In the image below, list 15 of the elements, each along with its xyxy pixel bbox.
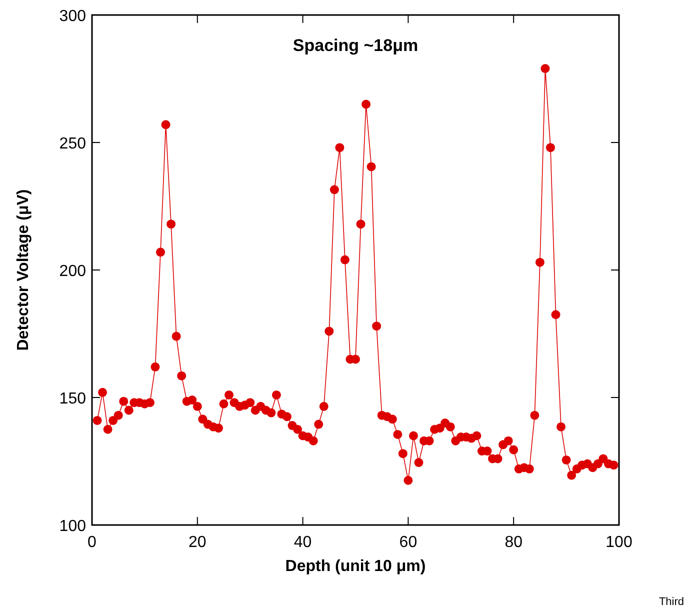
x-tick-label: 0 — [88, 534, 97, 551]
y-axis-title: Detector Voltage (μV) — [15, 189, 32, 351]
x-tick-label: 20 — [188, 534, 206, 551]
y-tick-label: 200 — [59, 263, 86, 280]
text: Spacing ~18μm — [292, 36, 418, 55]
x-axis-title: Depth (unit 10 μm) — [285, 558, 426, 575]
x-tick-label: 40 — [294, 534, 312, 551]
y-tick-label: 300 — [59, 8, 86, 25]
x-tick-label: 100 — [606, 534, 632, 551]
x-tick-label: 60 — [399, 534, 418, 551]
y-tick-label: 250 — [59, 136, 86, 152]
x-tick-label: 80 — [504, 534, 523, 551]
y-tick-label: 150 — [59, 390, 86, 408]
text: Third — [658, 596, 684, 608]
y-tick-label: 100 — [59, 518, 86, 535]
